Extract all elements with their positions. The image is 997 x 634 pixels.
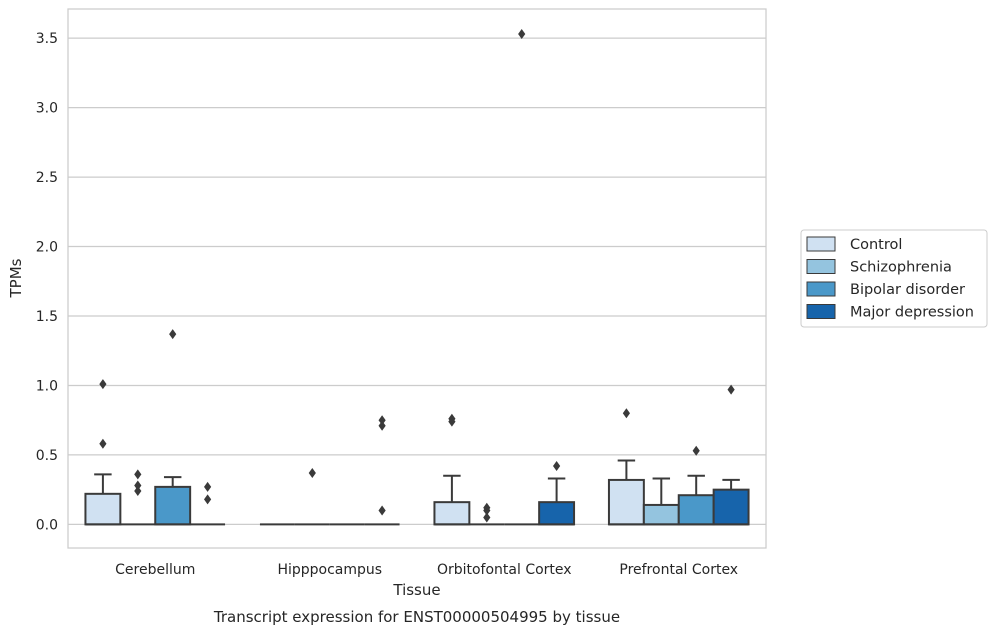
outlier-point — [204, 494, 212, 505]
outlier-point — [483, 512, 491, 523]
x-tick-label: Cerebellum — [115, 562, 195, 578]
x-tick-label: Orbitofontal Cortex — [437, 562, 572, 578]
outlier-point — [204, 481, 212, 492]
box-bipolar-disorder — [154, 476, 192, 526]
outlier-point — [378, 505, 386, 516]
outlier-point — [134, 486, 142, 497]
box-bipolar-disorder — [677, 474, 715, 526]
outlier-point — [134, 480, 142, 491]
plot-area-frame — [67, 8, 767, 549]
box-body — [712, 488, 750, 526]
box-body — [538, 501, 576, 526]
outlier-point — [727, 384, 735, 395]
box-major-depression — [712, 478, 750, 526]
box-body — [677, 494, 715, 526]
box-control — [433, 474, 471, 526]
outlier-point — [134, 469, 142, 480]
outlier-point — [448, 413, 456, 424]
outlier-point — [169, 329, 177, 340]
box-control — [84, 473, 122, 526]
outlier-point — [308, 467, 316, 478]
outlier-point — [378, 420, 386, 431]
x-tick-label: Hipppocampus — [277, 562, 382, 578]
y-tick-label: 3.5 — [36, 31, 58, 47]
box-schizophrenia — [642, 477, 680, 526]
legend-swatch — [806, 259, 836, 274]
x-axis-ticks: Cerebellum Hipppocampus Orbitofontal Corte… — [115, 562, 738, 578]
box-body — [433, 501, 471, 526]
legend-swatch — [806, 304, 836, 319]
outlier-point — [692, 445, 700, 456]
y-axis-title: TPMs — [7, 258, 25, 298]
outlier-point — [622, 408, 630, 419]
y-tick-label: 3.0 — [36, 101, 58, 117]
x-axis-title: Tissue — [392, 581, 440, 599]
outlier-point — [553, 461, 561, 472]
box-body — [607, 478, 645, 526]
legend-frame — [800, 229, 988, 328]
outlier-point — [99, 438, 107, 449]
y-tick-label: 2.5 — [36, 170, 58, 186]
legend: Control Schizophrenia Bipolar disorder Majo… — [800, 229, 988, 328]
x-tick-label: Prefrontal Cortex — [619, 562, 738, 578]
y-axis-ticks: 0.0 0.5 1.0 1.5 2.0 2.5 3.0 3.5 — [36, 31, 58, 533]
y-tick-label: 1.0 — [36, 378, 58, 394]
legend-label: Major depression — [850, 305, 974, 321]
boxes-layer — [84, 459, 750, 526]
legend-swatch — [806, 236, 836, 252]
legend-swatch — [806, 281, 836, 297]
outlier-point — [518, 29, 526, 40]
y-tick-label: 0.0 — [36, 517, 58, 533]
box-major-depression — [538, 477, 576, 526]
box-body — [84, 492, 122, 526]
box-body — [642, 503, 680, 526]
y-tick-label: 1.5 — [36, 309, 58, 325]
legend-label: Control — [850, 237, 902, 253]
outlier-point — [483, 502, 491, 513]
y-tick-label: 2.0 — [36, 240, 58, 256]
outlier-point — [99, 379, 107, 390]
chart-caption: Transcript expression for ENST0000050499… — [213, 608, 620, 626]
legend-label: Bipolar disorder — [850, 282, 965, 298]
box-control — [607, 459, 645, 526]
y-tick-label: 0.5 — [36, 448, 58, 464]
gridlines — [68, 37, 766, 526]
legend-label: Schizophrenia — [850, 260, 952, 276]
box-body — [154, 485, 192, 526]
outlier-point — [378, 415, 386, 426]
outliers-layer — [99, 29, 735, 523]
